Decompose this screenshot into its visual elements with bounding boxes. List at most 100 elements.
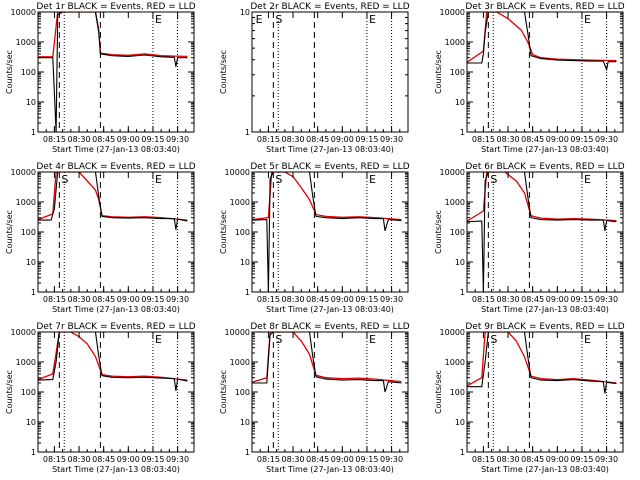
y-tick-label: 1 <box>460 288 465 297</box>
x-tick-label: 08:15 <box>472 455 495 464</box>
y-tick-label: 100 <box>450 228 465 237</box>
y-tick-label: 1 <box>245 128 250 137</box>
x-axis-label: Start Time (27-Jan-13 08:03:40) <box>52 465 180 474</box>
y-tick-label: 1000 <box>445 358 465 367</box>
y-tick-label: 10000 <box>11 168 36 177</box>
annotation-label: E <box>256 13 263 26</box>
y-tick-label: 1 <box>460 448 465 457</box>
x-axis-label: Start Time (27-Jan-13 08:03:40) <box>52 305 180 314</box>
x-tick-label: 09:15 <box>355 135 378 144</box>
x-tick-label: 08:45 <box>92 135 115 144</box>
x-tick-label: 08:30 <box>497 455 520 464</box>
x-tick-label: 08:30 <box>68 455 91 464</box>
x-tick-label: 08:45 <box>306 295 329 304</box>
series-line-events <box>467 12 617 72</box>
y-tick-label: 10 <box>240 258 250 267</box>
y-tick-label: 10000 <box>11 8 36 17</box>
annotation-label: S <box>275 13 282 26</box>
series-line-lld <box>38 12 188 58</box>
annotation-label: S <box>275 333 282 346</box>
annotation-label: S <box>490 173 497 186</box>
x-tick-label: 08:15 <box>43 295 66 304</box>
x-tick-label: 08:30 <box>282 295 305 304</box>
x-tick-label: 09:00 <box>331 295 354 304</box>
x-tick-label: 08:45 <box>92 295 115 304</box>
y-tick-label: 10000 <box>11 328 36 337</box>
plot-frame <box>251 11 409 133</box>
x-tick-label: 08:30 <box>497 295 520 304</box>
x-tick-label: 09:00 <box>117 295 140 304</box>
x-tick-label: 08:15 <box>257 455 280 464</box>
x-tick-label: 09:15 <box>141 135 164 144</box>
annotation-label: S <box>490 333 497 346</box>
x-tick-label: 08:30 <box>68 295 91 304</box>
y-tick-label: 1 <box>31 128 36 137</box>
y-tick-label: 100 <box>450 388 465 397</box>
x-tick-label: 08:45 <box>521 455 544 464</box>
y-tick-label: 10 <box>455 98 465 107</box>
y-tick-label: 100 <box>21 68 36 77</box>
x-tick-label: 09:15 <box>570 455 593 464</box>
x-tick-label: 09:30 <box>595 135 618 144</box>
panel-title: Det 7r BLACK = Events, RED = LLD <box>36 322 195 332</box>
y-tick-label: 1000 <box>230 198 250 207</box>
y-tick-label: 100 <box>450 68 465 77</box>
panel-title: Det 8r BLACK = Events, RED = LLD <box>250 322 409 332</box>
x-tick-label: 08:45 <box>521 295 544 304</box>
x-tick-label: 09:00 <box>117 135 140 144</box>
x-axis-label: Start Time (27-Jan-13 08:03:40) <box>481 465 609 474</box>
series-line-lld <box>252 172 402 221</box>
series-line-events <box>38 12 188 132</box>
series-line-lld <box>38 332 188 381</box>
y-tick-label: 100 <box>21 228 36 237</box>
plot-frame <box>466 11 624 133</box>
y-tick-label: 1 <box>245 288 250 297</box>
x-axis-label: Start Time (27-Jan-13 08:03:40) <box>266 305 394 314</box>
y-tick-label: 10000 <box>440 328 465 337</box>
y-tick-label: 1 <box>245 448 250 457</box>
y-axis-label: Counts/sec <box>219 50 228 94</box>
plot-frame <box>37 11 195 133</box>
x-tick-label: 09:15 <box>355 295 378 304</box>
x-tick-label: 08:45 <box>306 135 329 144</box>
x-tick-label: 09:30 <box>595 455 618 464</box>
series-line-events <box>38 172 188 230</box>
y-axis-label: Counts/sec <box>434 210 443 254</box>
x-tick-label: 09:00 <box>331 455 354 464</box>
x-tick-label: 09:00 <box>546 295 569 304</box>
x-tick-label: 09:00 <box>546 135 569 144</box>
panel-title: Det 5r BLACK = Events, RED = LLD <box>250 162 409 172</box>
x-tick-label: 09:30 <box>380 295 403 304</box>
x-tick-label: 09:30 <box>380 135 403 144</box>
x-tick-label: 09:00 <box>546 455 569 464</box>
x-tick-label: 08:15 <box>257 295 280 304</box>
annotation-label: E <box>369 13 376 26</box>
plot-frame <box>37 331 195 453</box>
x-tick-label: 09:15 <box>141 295 164 304</box>
x-axis-label: Start Time (27-Jan-13 08:03:40) <box>481 145 609 154</box>
series-line-events <box>252 332 402 393</box>
y-tick-label: 10000 <box>440 8 465 17</box>
y-tick-label: 10000 <box>225 168 250 177</box>
x-axis-label: Start Time (27-Jan-13 08:03:40) <box>52 145 180 154</box>
y-axis-label: Counts/sec <box>5 210 14 254</box>
x-tick-label: 08:15 <box>43 135 66 144</box>
y-tick-label: 1000 <box>16 358 36 367</box>
x-axis-label: Start Time (27-Jan-13 08:03:40) <box>266 465 394 474</box>
x-tick-label: 08:15 <box>257 135 280 144</box>
annotation-label: E <box>369 333 376 346</box>
x-tick-label: 08:30 <box>497 135 520 144</box>
y-tick-label: 1 <box>31 288 36 297</box>
y-tick-label: 10 <box>240 418 250 427</box>
y-tick-label: 1 <box>460 128 465 137</box>
annotation-label: E <box>155 13 162 26</box>
y-tick-label: 100 <box>235 228 250 237</box>
y-tick-label: 10000 <box>440 168 465 177</box>
panel-title: Det 9r BLACK = Events, RED = LLD <box>465 322 624 332</box>
